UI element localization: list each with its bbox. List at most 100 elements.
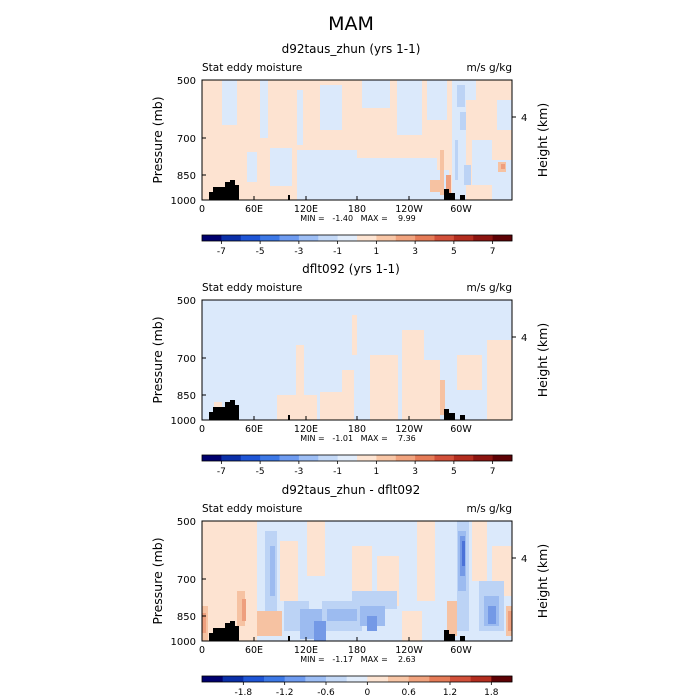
field-cell	[352, 315, 357, 355]
colorbar-swatch	[492, 455, 513, 461]
field-cell	[472, 140, 492, 185]
colorbar-swatch	[202, 455, 222, 461]
field-cell	[487, 340, 512, 420]
panel-units-label: m/s g/kg	[466, 503, 512, 515]
y-axis-label: Pressure (mb)	[150, 537, 165, 624]
y-tick-label: 700	[177, 134, 196, 145]
terrain-mask	[288, 415, 290, 420]
colorbar-swatch	[395, 455, 416, 461]
y-tick-label: 700	[177, 575, 196, 586]
y-axis-label: Pressure (mb)	[150, 96, 165, 183]
y-tick-label: 850	[177, 612, 196, 623]
colorbar-label: 0	[364, 688, 370, 698]
panel-variable-label: Stat eddy moisture	[202, 62, 302, 74]
panel-variable-label: Stat eddy moisture	[202, 503, 302, 515]
colorbar-swatch	[367, 676, 389, 682]
field-cell	[424, 360, 440, 420]
panel-1: d92taus_zhun (yrs 1-1) Stat eddy moisture…	[150, 42, 550, 257]
field-cell	[297, 150, 357, 200]
colorbar-label: -7	[217, 247, 226, 257]
terrain-mask	[213, 628, 219, 641]
x-tick-label: 120W	[395, 424, 423, 435]
field-cell	[307, 521, 325, 576]
colorbar-swatch	[453, 235, 474, 241]
field-cell	[440, 150, 444, 195]
terrain-mask	[449, 634, 455, 641]
min-max-stats: MIN = -1.01 MAX = 7.36	[300, 434, 416, 443]
x-tick-label: 60E	[245, 424, 263, 435]
terrain-mask	[213, 187, 219, 200]
colorbar-swatch	[376, 455, 397, 461]
colorbar-swatch	[260, 455, 280, 461]
field-cell	[202, 521, 257, 641]
colorbar-frame	[201, 675, 513, 683]
x-tick-label: 0	[199, 424, 205, 435]
colorbar-swatch	[434, 455, 455, 461]
panel-units-label: m/s g/kg	[466, 282, 512, 294]
field-cell	[314, 621, 326, 641]
y-tick-label: 700	[177, 354, 196, 365]
panel-2: dflt092 (yrs 1-1)Stat eddy moisture m/s g…	[150, 262, 550, 477]
panels: d92taus_zhun (yrs 1-1) Stat eddy moisture…	[150, 42, 550, 698]
colorbar-swatch	[492, 235, 513, 241]
y-tick-label: 500	[177, 76, 196, 87]
colorbar-swatch	[260, 235, 280, 241]
colorbar-swatch	[491, 676, 513, 682]
x-tick-label: 120E	[294, 424, 318, 435]
terrain-mask	[230, 621, 235, 641]
colorbar-swatch	[450, 676, 472, 682]
colorbar-label: -1	[333, 467, 342, 477]
figure-title: MAM	[328, 13, 374, 35]
x-tick-label: 60E	[245, 204, 263, 215]
terrain-mask	[444, 630, 449, 641]
field-cell	[430, 180, 440, 192]
field-cell	[464, 165, 471, 185]
colorbar-label: -5	[256, 467, 265, 477]
panel-units-label: m/s g/kg	[466, 62, 512, 74]
field-cell	[397, 80, 422, 135]
colorbar-label: -0.6	[317, 688, 335, 698]
colorbar-swatch	[222, 676, 244, 682]
terrain-mask	[209, 192, 213, 200]
colorbar-swatch	[326, 676, 348, 682]
terrain-mask	[288, 636, 290, 641]
field-cell	[472, 521, 487, 581]
terrain-mask	[209, 633, 213, 641]
colorbar-swatch	[240, 235, 261, 241]
colorbar-swatch	[346, 676, 368, 682]
x-tick-label: 120W	[395, 645, 423, 656]
terrain-mask	[219, 187, 225, 200]
field-cell	[447, 601, 457, 636]
terrain-mask	[230, 180, 235, 200]
colorbar-swatch	[357, 455, 377, 461]
terrain-mask	[219, 407, 225, 420]
terrain-mask	[460, 415, 465, 420]
terrain-mask	[288, 195, 290, 200]
colorbar-swatch	[429, 676, 451, 682]
x-tick-label: 60W	[450, 645, 472, 656]
colorbar-label: 7	[490, 467, 496, 477]
field-cell	[427, 80, 447, 120]
field-cell	[270, 546, 275, 596]
colorbar-label: -3	[294, 467, 303, 477]
colorbar-swatch	[221, 455, 242, 461]
colorbar-label: 5	[451, 467, 457, 477]
terrain-mask	[219, 628, 225, 641]
y-tick-label: 850	[177, 391, 196, 402]
y-axis-label: Pressure (mb)	[150, 316, 165, 403]
colorbar-swatch	[279, 455, 300, 461]
field-cell	[242, 599, 246, 621]
field-cell	[277, 395, 317, 420]
field-cell	[222, 80, 237, 125]
terrain-mask	[213, 407, 219, 420]
field-cell	[320, 392, 342, 420]
field-cell	[497, 100, 512, 130]
x-tick-label: 0	[199, 645, 205, 656]
field-cell	[464, 80, 476, 100]
right-tick-label: 4	[521, 113, 527, 124]
colorbar-swatch	[473, 235, 494, 241]
field-cell	[270, 148, 292, 186]
colorbar-swatch	[376, 235, 397, 241]
colorbar-label: -1.8	[235, 688, 253, 698]
field-cell	[508, 611, 512, 631]
